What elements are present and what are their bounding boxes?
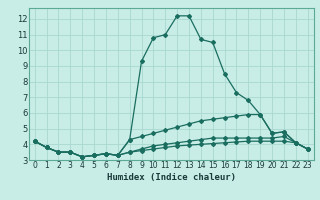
X-axis label: Humidex (Indice chaleur): Humidex (Indice chaleur) — [107, 173, 236, 182]
